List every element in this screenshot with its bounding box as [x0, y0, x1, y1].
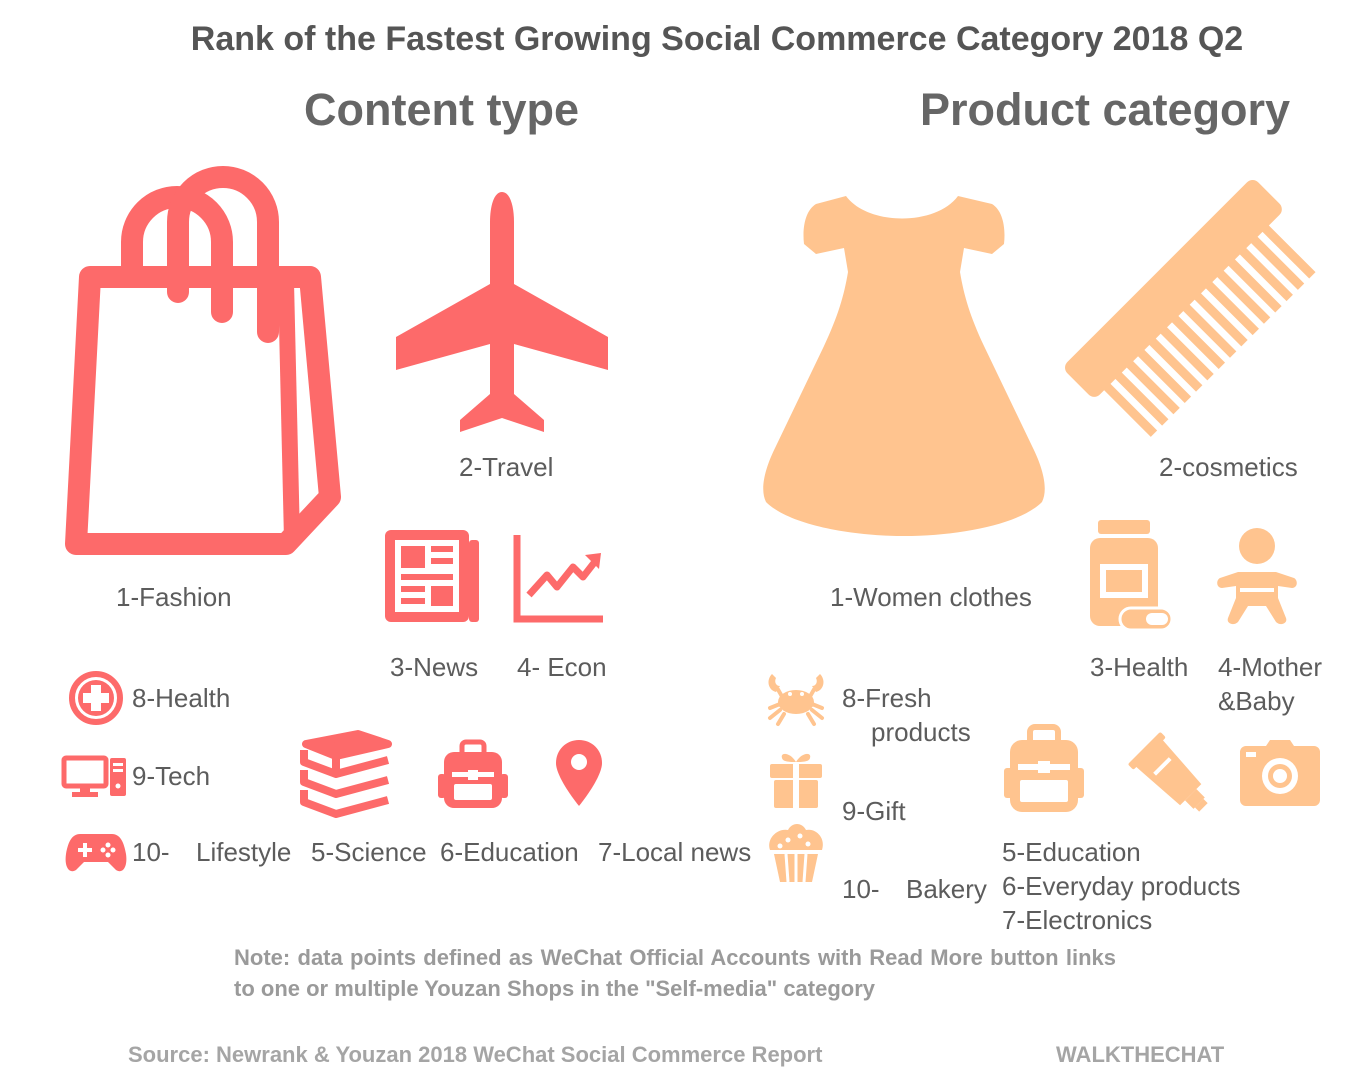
pill-bottle-icon [1090, 520, 1174, 632]
product-label-health: 3-Health [1090, 652, 1189, 682]
product-label-mother-line1: 4-Mother [1218, 652, 1323, 682]
product-label-bakery-number: 10- [842, 874, 880, 904]
backpack-icon [1004, 724, 1084, 812]
product-label-fresh-line1: 8-Fresh [842, 683, 932, 713]
content-type-heading: Content type [304, 84, 579, 135]
product-label-women-clothes: 1-Women clothes [830, 582, 1032, 612]
comb-icon [1065, 180, 1316, 437]
page-title: Rank of the Fastest Growing Social Comme… [190, 20, 1244, 58]
content-label-tech: 9-Tech [132, 761, 211, 791]
cupcake-icon [769, 824, 823, 883]
newspaper-icon [385, 530, 479, 622]
content-label-econ: 4- Econ [517, 652, 607, 682]
content-label-lifestyle: Lifestyle [196, 837, 292, 867]
dress-icon [763, 196, 1045, 536]
content-label-education: 6-Education [440, 837, 579, 867]
gift-icon [770, 753, 822, 808]
product-label-fresh-line2: products [871, 717, 971, 747]
content-label-lifestyle-number: 10- [132, 837, 170, 867]
product-label-bakery: Bakery [906, 874, 987, 904]
crab-icon [768, 674, 824, 726]
product-label-education: 5-Education [1002, 837, 1141, 867]
product-category-heading: Product category [920, 84, 1291, 135]
backpack-icon [438, 739, 508, 808]
source-text: Source: Newrank & Youzan 2018 WeChat Soc… [128, 1042, 823, 1067]
gamepad-icon [65, 834, 127, 872]
product-label-electronics: 7-Electronics [1002, 905, 1153, 935]
note-text: Note: data points defined as WeChat Offi… [234, 945, 1116, 1001]
content-label-travel: 2-Travel [459, 452, 554, 482]
product-label-everyday: 6-Everyday products [1002, 871, 1241, 901]
product-label-cosmetics: 2-cosmetics [1159, 452, 1298, 482]
baby-icon [1217, 528, 1297, 625]
content-label-health: 8-Health [132, 683, 231, 713]
line-chart-icon [513, 535, 603, 623]
computer-icon [61, 755, 126, 797]
airplane-icon [396, 192, 608, 432]
books-icon [300, 730, 392, 818]
tube-icon [1128, 732, 1208, 812]
content-label-local-news: 7-Local news [598, 837, 752, 867]
camera-icon [1240, 740, 1320, 806]
brand-text: WALKTHECHAT [1056, 1042, 1225, 1067]
shopping-bag-icon [65, 166, 341, 555]
map-pin-icon [556, 740, 602, 806]
content-label-fashion: 1-Fashion [116, 582, 232, 612]
product-label-gift: 9-Gift [842, 796, 906, 826]
medical-cross-icon [69, 671, 123, 725]
content-label-news: 3-News [390, 652, 479, 682]
content-label-science: 5-Science [311, 837, 427, 867]
product-label-mother-line2: &Baby [1218, 686, 1295, 716]
